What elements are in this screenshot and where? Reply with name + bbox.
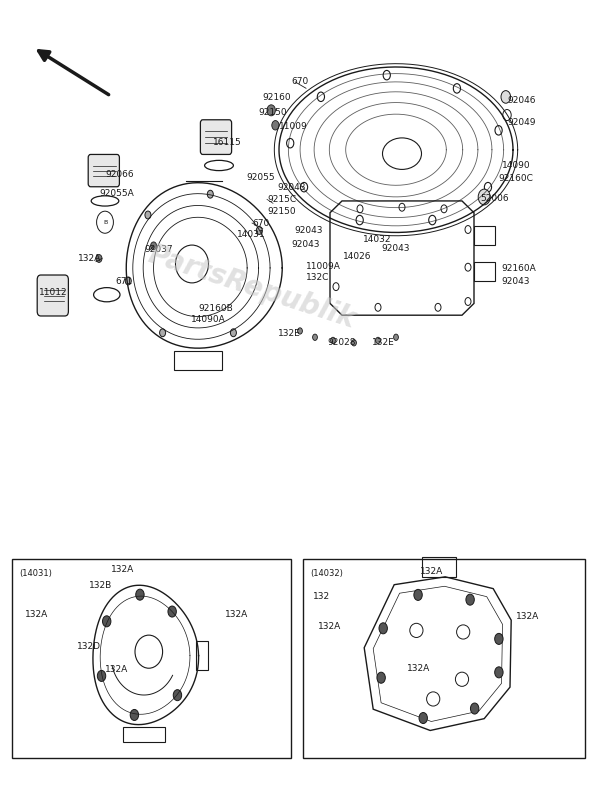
Circle shape	[466, 594, 474, 605]
Text: 671: 671	[116, 277, 133, 286]
Text: 670: 670	[252, 218, 269, 228]
Circle shape	[394, 334, 398, 340]
Text: 132D: 132D	[77, 641, 101, 651]
Circle shape	[145, 211, 151, 219]
Text: 92028: 92028	[327, 338, 355, 348]
Text: 11012: 11012	[39, 288, 68, 297]
Bar	[12, 559, 291, 758]
Text: 92049: 92049	[507, 117, 536, 127]
Text: 92046: 92046	[507, 95, 536, 105]
Text: 16115: 16115	[213, 138, 242, 147]
Text: 92160: 92160	[263, 93, 292, 102]
Text: 14031: 14031	[237, 229, 266, 239]
Text: 11009: 11009	[279, 122, 308, 132]
Circle shape	[130, 709, 139, 720]
Circle shape	[419, 712, 427, 723]
Circle shape	[97, 671, 106, 682]
Text: 14032: 14032	[363, 235, 392, 244]
Text: 132A: 132A	[25, 610, 49, 619]
Circle shape	[379, 623, 388, 634]
Text: 92037: 92037	[144, 245, 173, 255]
Circle shape	[256, 227, 262, 235]
Text: 92043: 92043	[277, 183, 306, 192]
Circle shape	[272, 121, 279, 130]
Text: 14090A: 14090A	[191, 315, 226, 325]
Circle shape	[313, 334, 317, 340]
Circle shape	[501, 91, 511, 103]
Text: (14031): (14031)	[19, 569, 52, 578]
Circle shape	[151, 242, 157, 250]
FancyBboxPatch shape	[88, 154, 119, 187]
Circle shape	[160, 329, 166, 336]
Circle shape	[494, 634, 503, 645]
FancyBboxPatch shape	[200, 120, 232, 154]
Circle shape	[207, 190, 213, 198]
Text: 132: 132	[313, 592, 331, 601]
Text: 132E: 132E	[278, 329, 301, 338]
Text: 132A: 132A	[421, 567, 443, 576]
Circle shape	[96, 255, 102, 262]
Circle shape	[414, 589, 422, 600]
Text: 132A: 132A	[516, 611, 539, 621]
Text: 132C: 132C	[306, 273, 329, 282]
Circle shape	[478, 189, 490, 205]
Text: 132A: 132A	[106, 664, 128, 674]
Text: 132A: 132A	[78, 254, 101, 263]
Text: 52006: 52006	[480, 194, 509, 203]
Text: 132B: 132B	[89, 581, 112, 590]
Text: 132A: 132A	[318, 622, 341, 631]
Text: 92150: 92150	[258, 108, 287, 117]
Text: 92055A: 92055A	[99, 188, 134, 198]
Text: 9215C: 9215C	[267, 195, 296, 204]
Text: 92160A: 92160A	[501, 264, 536, 273]
Circle shape	[494, 667, 503, 678]
Circle shape	[470, 703, 479, 714]
Circle shape	[298, 328, 302, 334]
Circle shape	[230, 329, 236, 336]
Circle shape	[352, 340, 356, 346]
Text: 92043: 92043	[291, 240, 320, 249]
Text: 92160C: 92160C	[498, 174, 533, 184]
Text: 14090: 14090	[502, 161, 531, 170]
Text: 670: 670	[291, 77, 308, 87]
Circle shape	[173, 690, 182, 701]
Text: B: B	[103, 220, 107, 225]
Text: 132E: 132E	[372, 338, 395, 348]
Circle shape	[267, 105, 275, 116]
Circle shape	[377, 672, 385, 683]
Circle shape	[376, 337, 380, 344]
FancyBboxPatch shape	[37, 275, 68, 316]
Circle shape	[168, 606, 176, 617]
Text: 92150: 92150	[267, 206, 296, 216]
Bar	[303, 559, 585, 758]
Text: 132A: 132A	[407, 663, 430, 673]
Text: 92043: 92043	[381, 243, 409, 253]
Text: 132A: 132A	[225, 610, 248, 619]
Circle shape	[125, 277, 131, 284]
Circle shape	[331, 337, 335, 344]
Text: 132A: 132A	[112, 565, 134, 574]
Text: 92043: 92043	[501, 277, 530, 286]
Text: PartsRepublik: PartsRepublik	[145, 241, 359, 334]
Circle shape	[136, 589, 144, 600]
Text: 92066: 92066	[105, 170, 134, 180]
Text: 14026: 14026	[343, 251, 372, 261]
Circle shape	[103, 615, 111, 626]
Text: 92160B: 92160B	[198, 303, 233, 313]
Text: 11009A: 11009A	[306, 262, 341, 271]
Text: 92043: 92043	[294, 226, 323, 236]
Text: (14032): (14032)	[310, 569, 343, 578]
Text: 92055: 92055	[246, 173, 275, 182]
